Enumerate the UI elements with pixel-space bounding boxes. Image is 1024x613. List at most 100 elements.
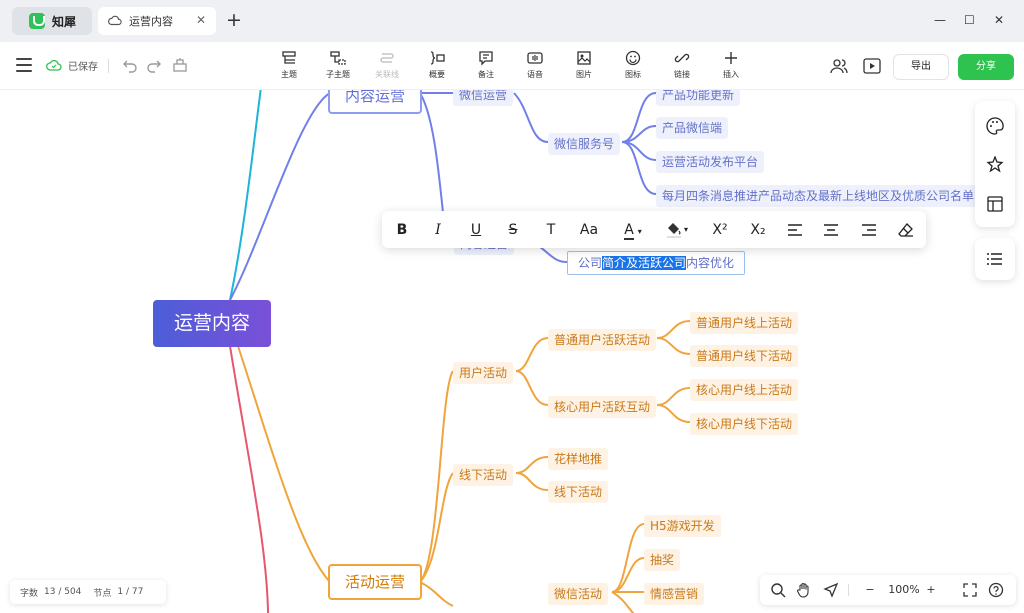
node-offline-item-2[interactable]: 线下活动 — [548, 481, 609, 503]
tool-topic[interactable]: 主题 — [269, 50, 309, 80]
tool-insert[interactable]: 插入 — [711, 50, 751, 80]
image-icon — [577, 51, 591, 65]
node-user-activity[interactable]: 用户活动 — [453, 362, 514, 384]
fill-color-button[interactable]: ▾ — [662, 221, 692, 239]
node-activity-ops[interactable]: 活动运营 — [328, 564, 422, 600]
close-window-button[interactable]: ✕ — [994, 13, 1005, 27]
link-icon — [674, 53, 690, 63]
tool-subtopic[interactable]: 子主题 — [318, 50, 358, 80]
divider — [108, 59, 109, 73]
italic-button[interactable]: I — [435, 222, 441, 238]
cloud-icon — [108, 15, 122, 26]
node-normal-item-2[interactable]: 普通用户线下活动 — [690, 345, 799, 367]
menu-icon[interactable] — [16, 58, 32, 72]
app-name: 知犀 — [52, 14, 77, 29]
zoom-level: 100% — [888, 583, 920, 596]
superscript-button[interactable]: X² — [712, 222, 728, 238]
node-wechat-item-3[interactable]: 情感营销 — [644, 583, 705, 605]
text-style-button[interactable]: T — [546, 222, 556, 238]
chevron-down-icon: ▾ — [683, 225, 688, 234]
tool-summary[interactable]: 概要 — [417, 50, 457, 80]
zoom-in-button[interactable]: + — [926, 583, 936, 596]
tool-image[interactable]: 图片 — [564, 50, 604, 80]
tool-icon[interactable]: 图标 — [613, 50, 653, 80]
fit-screen-icon[interactable] — [962, 582, 978, 598]
word-count-label: 字数 — [20, 588, 39, 599]
font-color-letter: A — [624, 222, 634, 240]
eraser-icon[interactable] — [898, 221, 914, 239]
node-wechat-activity[interactable]: 微信活动 — [548, 583, 609, 605]
relation-line-icon — [380, 53, 394, 63]
node-wechat-item-1[interactable]: H5游戏开发 — [644, 515, 721, 537]
node-count-value: 1 / 77 — [117, 587, 144, 597]
zoom-out-button[interactable]: − — [865, 583, 875, 596]
document-tab-title: 运营内容 — [129, 15, 173, 28]
node-wechat-ops[interactable]: 微信运营 — [453, 90, 514, 106]
document-tab[interactable]: 运营内容 ✕ — [98, 7, 216, 35]
topic-icon — [282, 51, 296, 64]
root-node[interactable]: 运营内容 — [153, 300, 271, 347]
node-core-item-2[interactable]: 核心用户线下活动 — [690, 413, 799, 435]
node-content-ops[interactable]: 内容运营 — [328, 90, 422, 114]
side-tools-panel — [975, 101, 1015, 227]
font-size-button[interactable]: Aa — [579, 222, 599, 238]
redo-icon[interactable] — [146, 57, 162, 73]
align-center-icon[interactable] — [823, 221, 839, 239]
text-format-toolbar: B I U S T Aa A ▾ ▾ X² X₂ — [382, 211, 926, 248]
export-button[interactable]: 导出 — [893, 54, 949, 80]
node-service-account[interactable]: 微信服务号 — [548, 133, 621, 155]
node-service-item-4[interactable]: 每月四条消息推进产品动态及最新上线地区及优质公司名单 — [656, 185, 981, 207]
tool-link[interactable]: 链接 — [662, 50, 702, 80]
new-tab-button[interactable]: + — [226, 9, 242, 31]
style-icon[interactable] — [986, 156, 1004, 174]
close-tab-icon[interactable]: ✕ — [195, 13, 206, 27]
undo-icon[interactable] — [122, 57, 138, 73]
outline-list-icon[interactable] — [986, 250, 1004, 268]
underline-button[interactable]: U — [470, 222, 482, 238]
node-core-active[interactable]: 核心用户活跃互动 — [548, 396, 657, 418]
voice-icon — [527, 52, 543, 64]
node-count-label: 节点 — [93, 588, 112, 599]
hand-icon[interactable] — [796, 582, 812, 598]
search-icon[interactable] — [770, 582, 786, 598]
format-painter-icon[interactable] — [172, 57, 188, 73]
align-left-icon[interactable] — [787, 221, 803, 239]
layout-icon[interactable] — [986, 195, 1004, 213]
subscript-button[interactable]: X₂ — [750, 222, 766, 238]
presentation-icon[interactable] — [863, 57, 881, 75]
zoom-controls: − 100% + — [760, 575, 1016, 605]
node-service-item-1[interactable]: 产品功能更新 — [656, 90, 741, 106]
cloud-saved-icon — [46, 59, 62, 71]
palette-icon[interactable] — [986, 117, 1004, 135]
word-count-value: 13 / 504 — [44, 587, 82, 597]
insert-icon — [725, 52, 737, 64]
app-home-tab[interactable]: 知犀 — [12, 7, 92, 35]
help-icon[interactable] — [988, 582, 1004, 598]
minimize-button[interactable]: — — [934, 13, 946, 27]
title-bar: 知犀 运营内容 ✕ + — ☐ ✕ — [0, 0, 1024, 42]
node-service-item-3[interactable]: 运营活动发布平台 — [656, 151, 765, 173]
navigate-icon[interactable] — [823, 582, 839, 598]
divider — [848, 584, 849, 596]
node-normal-active[interactable]: 普通用户活跃活动 — [548, 329, 657, 351]
tool-relation-line[interactable]: 关联线 — [367, 50, 407, 80]
node-editing-text[interactable]: 公司简介及活跃公司内容优化 — [567, 251, 746, 275]
node-wechat-item-2[interactable]: 抽奖 — [644, 549, 681, 571]
align-right-icon[interactable] — [861, 221, 877, 239]
subtopic-icon — [330, 51, 346, 65]
tool-note[interactable]: 备注 — [466, 50, 506, 80]
font-color-button[interactable]: A ▾ — [618, 221, 648, 240]
node-core-item-1[interactable]: 核心用户线上活动 — [690, 379, 799, 401]
paint-bucket-icon — [666, 223, 681, 238]
share-button[interactable]: 分享 — [958, 54, 1014, 80]
tool-voice[interactable]: 语音 — [515, 50, 555, 80]
node-offline-activity[interactable]: 线下活动 — [453, 464, 514, 486]
collaborators-icon[interactable] — [830, 57, 848, 75]
node-service-item-2[interactable]: 产品微信端 — [656, 117, 729, 139]
node-normal-item-1[interactable]: 普通用户线上活动 — [690, 312, 799, 334]
bold-button[interactable]: B — [396, 222, 408, 238]
maximize-button[interactable]: ☐ — [964, 13, 975, 27]
node-offline-item-1[interactable]: 花样地推 — [548, 448, 609, 470]
strikethrough-button[interactable]: S — [508, 222, 518, 238]
mindmap-canvas[interactable]: 运营内容 内容运营 微信运营 微信服务号 产品功能更新 产品微信端 运营活动发布… — [0, 90, 1024, 613]
